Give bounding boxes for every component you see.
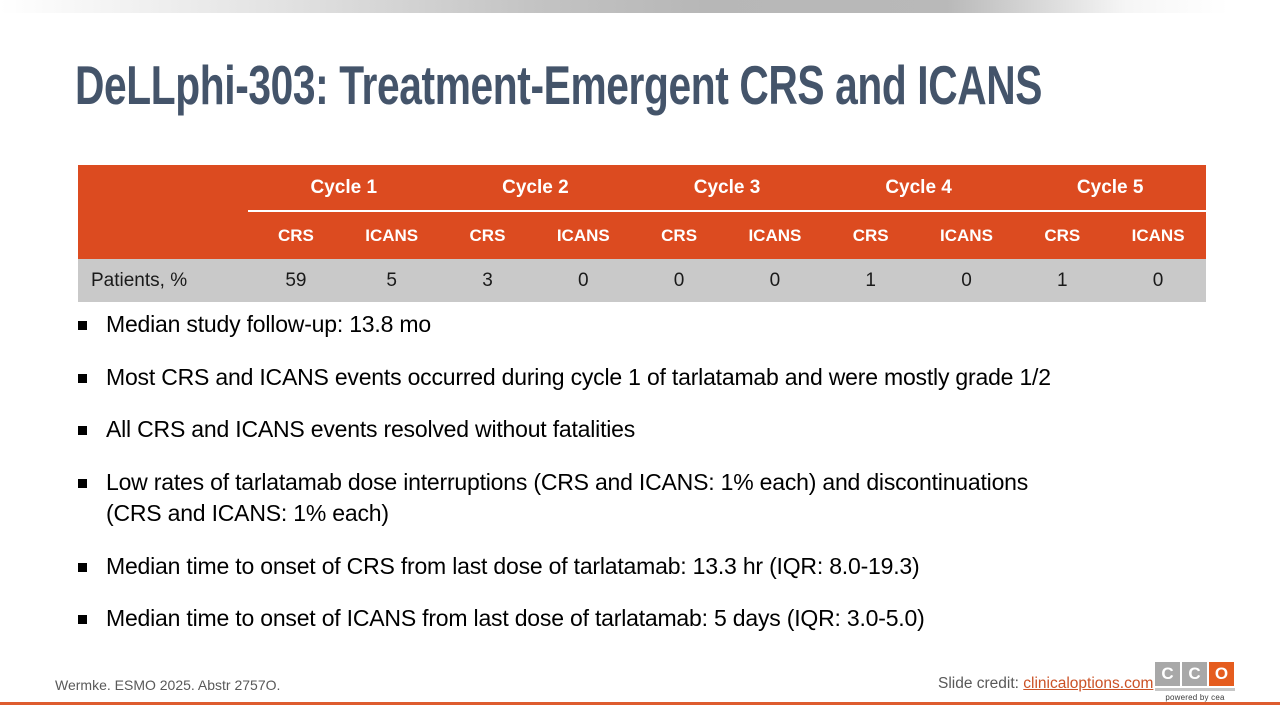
table-value: 3 (439, 259, 536, 302)
list-item: All CRS and ICANS events resolved withou… (78, 414, 1212, 446)
table-value: 5 (343, 259, 440, 302)
list-item: Median time to onset of CRS from last do… (78, 551, 1212, 583)
bullet-square-icon (78, 373, 87, 383)
slide-title: DeLLphi-303: Treatment-Emergent CRS and … (75, 54, 1043, 116)
bullet-square-icon (78, 478, 87, 488)
bullet-square-icon (78, 321, 87, 330)
bullet-text: All CRS and ICANS events resolved withou… (106, 416, 636, 442)
cco-logo-tagline: powered by cea (1165, 693, 1225, 702)
table-value: 0 (727, 259, 823, 302)
bullet-text: Median time to onset of ICANS from last … (106, 605, 925, 631)
table-value: 0 (631, 259, 727, 302)
table-subheader: ICANS (343, 212, 440, 259)
bullet-text: Low rates of tarlatamab dose interruptio… (106, 468, 1029, 527)
list-item: Median study follow-up: 13.8 mo (78, 309, 1212, 341)
table-value: 59 (248, 259, 344, 302)
table-header-cycle-1: Cycle 1 (248, 165, 440, 212)
table-subheader: CRS (439, 212, 536, 259)
table-row-label: Patients, % (78, 259, 248, 302)
table-subheader: ICANS (918, 212, 1015, 259)
bullet-text: Median study follow-up: 13.8 mo (106, 311, 431, 337)
footer-rule (0, 702, 1280, 705)
bullet-list: Median study follow-up: 13.8 mo Most CRS… (78, 309, 1212, 656)
table-value: 0 (918, 259, 1015, 302)
table-subheader: CRS (248, 212, 344, 259)
table-header-cycle-4: Cycle 4 (822, 165, 1015, 212)
crs-icans-table: Cycle 1 Cycle 2 Cycle 3 Cycle 4 Cycle 5 … (78, 165, 1206, 302)
list-item: Low rates of tarlatamab dose interruptio… (78, 467, 1212, 530)
bullet-text: Median time to onset of CRS from last do… (106, 552, 920, 579)
table-header-cycle-3: Cycle 3 (631, 165, 823, 212)
bullet-square-icon (78, 426, 87, 435)
bullet-square-icon (78, 615, 87, 624)
table-subheader: CRS (631, 212, 727, 259)
slide-credit-label: Slide credit: (938, 675, 1024, 692)
cco-logo-letter-c1: C (1155, 662, 1180, 686)
table-value: 0 (535, 259, 632, 302)
table-corner-cell (78, 165, 248, 212)
table-value: 1 (822, 259, 919, 302)
cco-logo-letter-c2: C (1182, 662, 1207, 686)
table-header-cycle-5: Cycle 5 (1014, 165, 1206, 212)
table-subheader: ICANS (1110, 212, 1206, 259)
bullet-text: Most CRS and ICANS events occurred durin… (106, 363, 1051, 390)
table-value: 0 (1110, 259, 1206, 302)
bullet-square-icon (78, 562, 87, 572)
reference-citation: Wermke. ESMO 2025. Abstr 2757O. (55, 677, 281, 693)
list-item: Most CRS and ICANS events occurred durin… (78, 362, 1212, 394)
cco-logo: C C O powered by cea (1155, 662, 1235, 702)
table-subheader: ICANS (727, 212, 823, 259)
table-header-cycle-2: Cycle 2 (439, 165, 632, 212)
table-subheader: CRS (822, 212, 919, 259)
cco-logo-letter-o: O (1209, 662, 1234, 686)
table-subheader: CRS (1014, 212, 1111, 259)
table-value: 1 (1014, 259, 1111, 302)
list-item: Median time to onset of ICANS from last … (78, 603, 1212, 635)
slide-credit: Slide credit: clinicaloptions.com (938, 675, 1153, 693)
cco-logo-bar (1155, 688, 1235, 691)
cco-logo-squares: C C O (1155, 662, 1235, 686)
table-corner-cell-2 (78, 212, 248, 259)
table-subheader: ICANS (535, 212, 632, 259)
clinicaloptions-link[interactable]: clinicaloptions.com (1023, 675, 1154, 692)
top-gradient-bar (0, 0, 1280, 13)
